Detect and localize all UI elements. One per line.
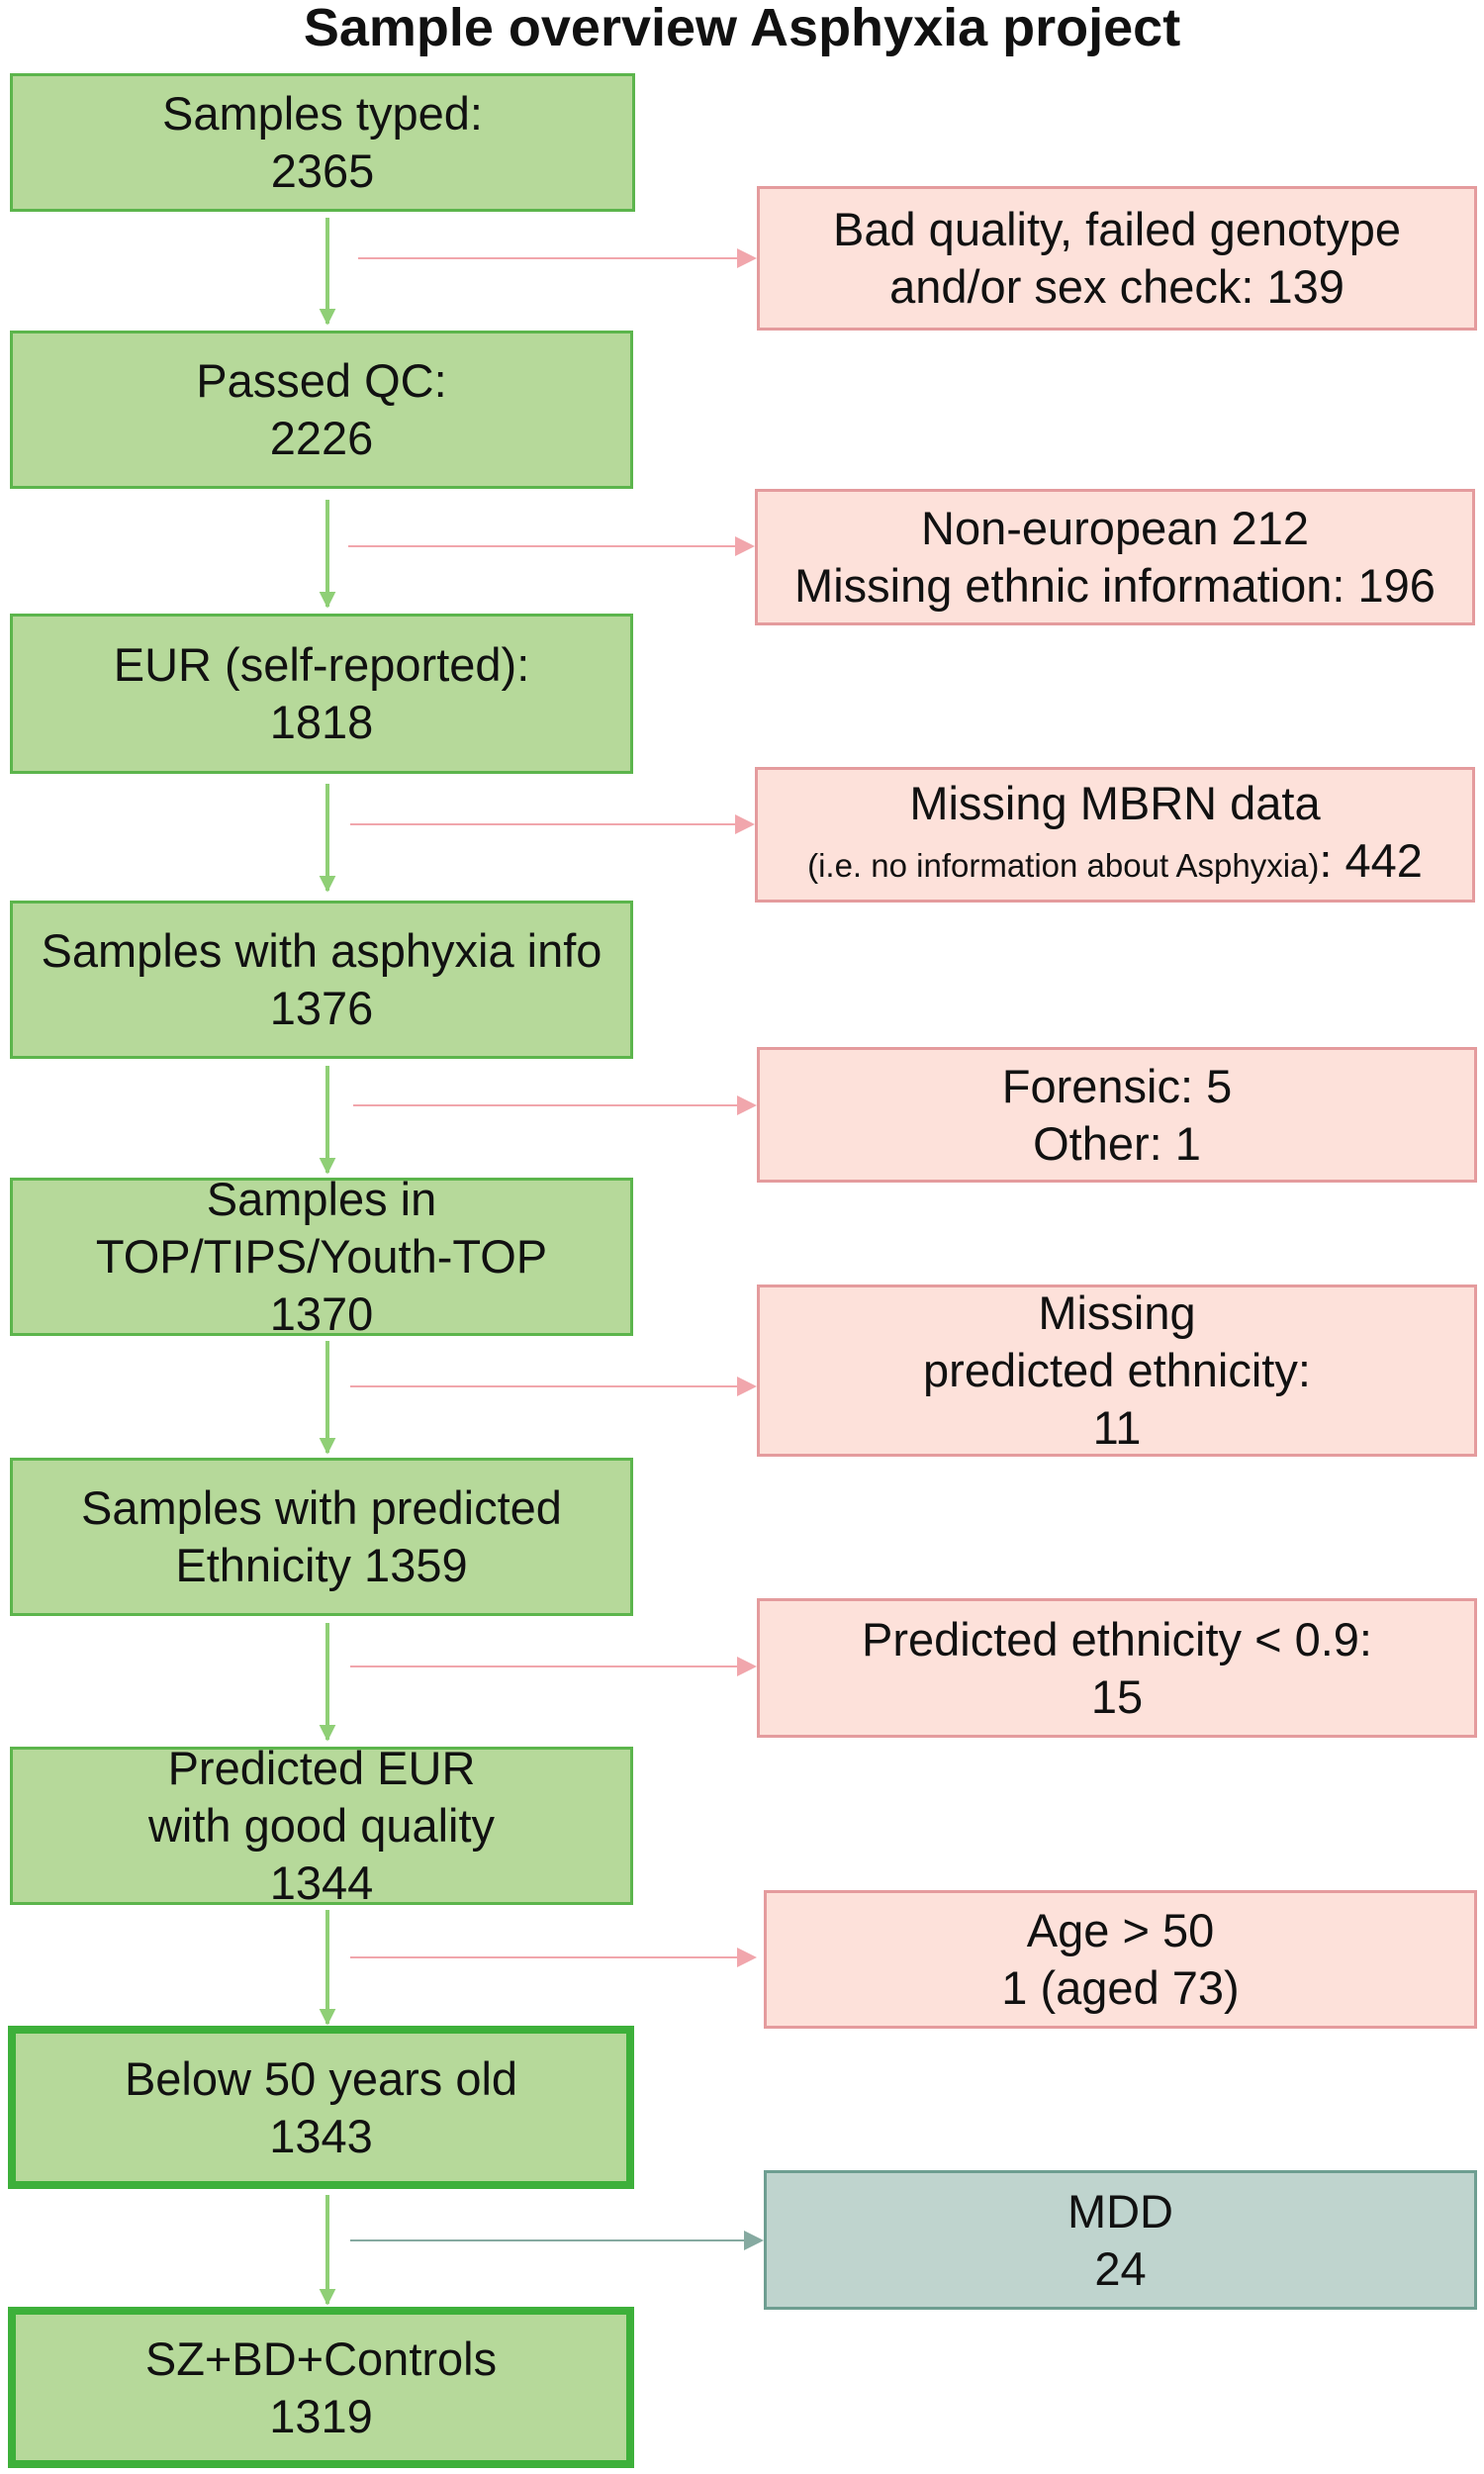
flow-box-eur-self-reported: EUR (self-reported): 1818 [10,614,633,774]
excluded-box-age: Age > 50 1 (aged 73) [764,1890,1477,2029]
flow-box-label: TOP/TIPS/Youth-TOP [95,1230,548,1283]
flow-box-asphyxia-info: Samples with asphyxia info 1376 [10,901,633,1059]
flow-box-predicted-ethnicity: Samples with predicted Ethnicity 1359 [10,1458,633,1616]
flow-box-label: with good quality [147,1799,496,1852]
flow-box-count: 1319 [269,2389,373,2442]
flow-box-label: Passed QC: [196,354,447,407]
excluded-box-line: Predicted ethnicity < 0.9: [862,1612,1372,1665]
flow-box-below-50: Below 50 years old 1343 [8,2026,634,2189]
excluded-box-line: MDD [1067,2184,1174,2237]
flow-box-label: SZ+BD+Controls [144,2331,498,2385]
excluded-box-line: 11 [1092,1401,1142,1454]
excluded-box-missing-predicted-ethnicity: Missing predicted ethnicity: 11 [757,1285,1477,1457]
flow-box-label: Below 50 years old [124,2051,518,2105]
excluded-box-line: Missing MBRN data [909,777,1321,829]
flow-box-count: 1818 [269,696,374,748]
flow-box-count: 1370 [269,1287,374,1336]
flow-box-label: Samples with predicted [81,1481,562,1534]
excluded-box-missing-mbrn: Missing MBRN data (i.e. no information a… [755,767,1475,903]
flow-box-passed-qc: Passed QC: 2226 [10,331,633,489]
excluded-box-line: Bad quality, failed genotype [833,203,1401,255]
excluded-box-line: 24 [1094,2241,1147,2295]
excluded-box-line: Missing [1038,1286,1196,1339]
excluded-box-line: 15 [1090,1669,1144,1723]
flow-box-label: Samples with asphyxia info [41,924,603,977]
excluded-box-ethnic: Non-european 212 Missing ethnic informat… [755,489,1475,625]
flow-box-label: EUR (self-reported): [113,638,530,691]
flow-box-count: 1343 [269,2109,373,2162]
diagram-title: Sample overview Asphyxia project [303,0,1181,57]
excluded-box-line: Forensic: 5 [1001,1059,1233,1112]
flow-box-label: Ethnicity 1359 [175,1539,468,1591]
excluded-box-line: Non-european 212 [921,502,1309,554]
excluded-box-line: Age > 50 [1026,1904,1215,1956]
excluded-box-line: predicted ethnicity: [923,1344,1311,1396]
excluded-box-mdd: MDD 24 [764,2170,1477,2310]
excluded-box-low-predicted-ethnicity: Predicted ethnicity < 0.9: 15 [757,1598,1477,1738]
flow-box-count: 2226 [269,412,374,464]
excluded-box-count: : 442 [1319,834,1423,887]
flow-box-count: 2365 [270,144,375,197]
flow-box-count: 1376 [269,982,374,1034]
flow-box-label: Samples in [206,1178,437,1225]
excluded-box-line: (i.e. no information about Asphyxia): 44… [807,832,1423,895]
flow-box-samples-typed: Samples typed: 2365 [10,73,635,212]
flow-box-label: Samples typed: [162,87,483,140]
excluded-box-note: (i.e. no information about Asphyxia) [807,847,1320,884]
flow-box-predicted-eur: Predicted EUR with good quality 1344 [10,1747,633,1905]
excluded-box-line: Missing ethnic information: 196 [794,559,1436,612]
flow-box-top-tips-youth: Samples in TOP/TIPS/Youth-TOP 1370 [10,1178,633,1336]
flow-box-final-sample: SZ+BD+Controls 1319 [8,2307,634,2468]
excluded-box-line: 1 (aged 73) [1001,1961,1240,2014]
flow-box-count: 1344 [269,1856,374,1905]
excluded-box-line: and/or sex check: 139 [889,260,1345,313]
excluded-box-forensic-other: Forensic: 5 Other: 1 [757,1047,1477,1183]
excluded-box-bad-quality: Bad quality, failed genotype and/or sex … [757,186,1477,331]
excluded-box-line: Other: 1 [1033,1116,1201,1170]
flow-box-label: Predicted EUR [167,1747,476,1794]
